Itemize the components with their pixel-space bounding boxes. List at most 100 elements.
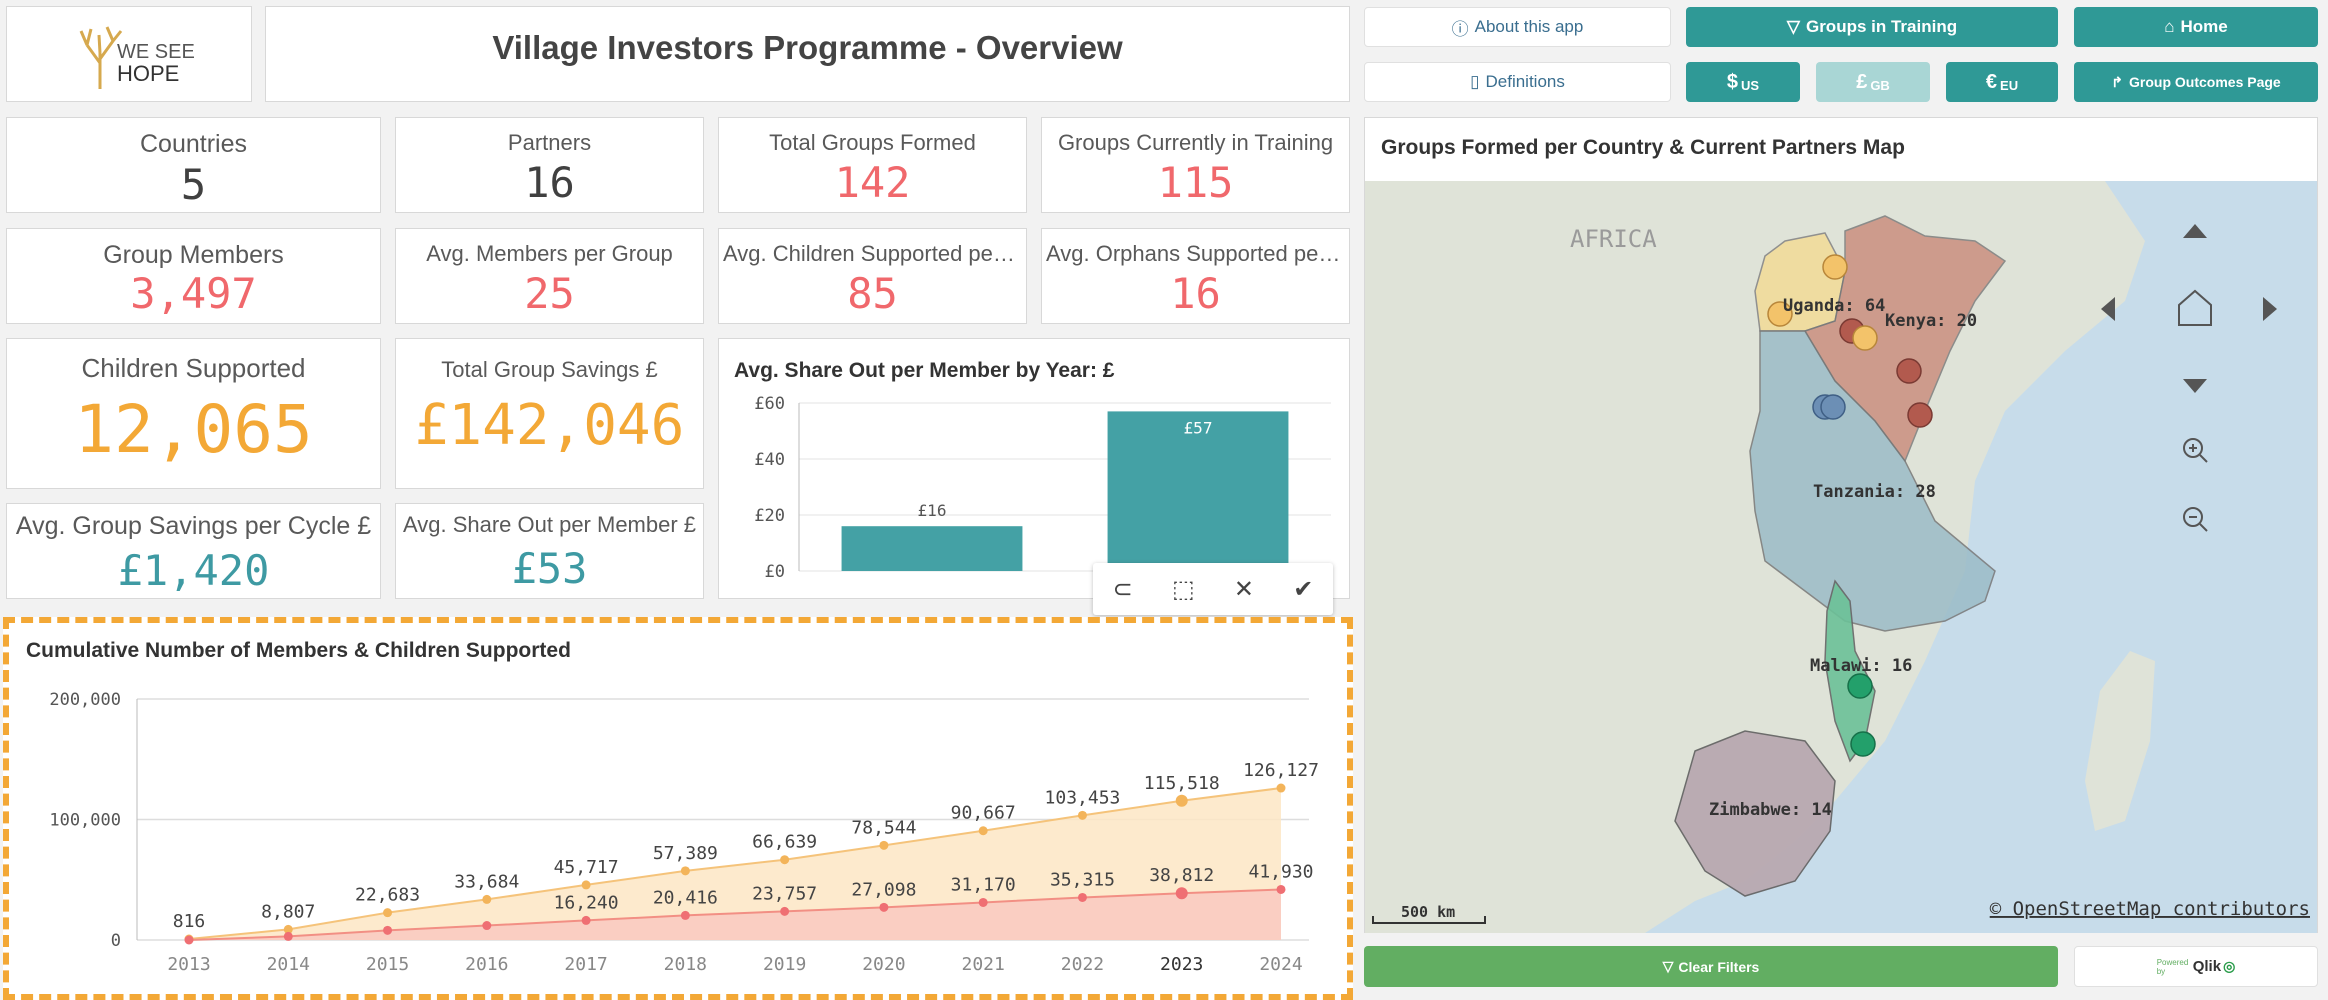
country-label-uganda: Uganda: 64 bbox=[1783, 296, 1885, 316]
about-button[interactable]: ⓘ About this app bbox=[1364, 7, 1671, 47]
share-out-chart-title: Avg. Share Out per Member by Year: £ bbox=[734, 359, 1115, 382]
y-tick-label: £0 bbox=[765, 562, 785, 582]
kpi-total-savings[interactable]: Total Group Savings £ £142,046 bbox=[395, 338, 704, 489]
data-point[interactable] bbox=[780, 855, 790, 865]
home-button[interactable]: ⌂ Home bbox=[2074, 7, 2318, 47]
data-point[interactable] bbox=[283, 931, 293, 941]
x-tick-label: 2021 bbox=[962, 954, 1005, 975]
map-marker[interactable] bbox=[1820, 394, 1846, 420]
share-out-chart[interactable]: £0 £20 £40 £60 £16 £57 bbox=[719, 389, 1349, 599]
data-label: 78,544 bbox=[851, 817, 916, 838]
data-point[interactable] bbox=[383, 925, 393, 935]
kpi-avg-members[interactable]: Avg. Members per Group 25 bbox=[395, 228, 704, 324]
data-point[interactable] bbox=[879, 902, 889, 912]
data-point[interactable] bbox=[1175, 887, 1188, 900]
zoom-out-icon[interactable] bbox=[2183, 507, 2208, 532]
select-area-icon[interactable]: ⬚ bbox=[1171, 575, 1195, 603]
kpi-avg-savings-cycle[interactable]: Avg. Group Savings per Cycle £ £1,420 bbox=[6, 503, 381, 599]
bar[interactable] bbox=[1107, 411, 1289, 571]
x-tick-label: 2019 bbox=[763, 954, 806, 975]
eur-button[interactable]: € EU bbox=[1946, 62, 2058, 102]
groups-in-training-button[interactable]: ▽ Groups in Training bbox=[1686, 7, 2058, 47]
usd-button[interactable]: $ US bbox=[1686, 62, 1800, 102]
group-outcomes-button[interactable]: ↱ Group Outcomes Page bbox=[2074, 62, 2318, 102]
data-point[interactable] bbox=[184, 935, 194, 945]
kpi-avg-share-out[interactable]: Avg. Share Out per Member £ £53 bbox=[395, 503, 704, 599]
map-marker[interactable] bbox=[1847, 673, 1873, 699]
pan-down-icon[interactable] bbox=[2183, 379, 2207, 393]
kpi-partners[interactable]: Partners 16 bbox=[395, 117, 704, 213]
clear-filters-button[interactable]: ▽ Clear Filters bbox=[1364, 946, 2058, 987]
definitions-button[interactable]: ▯ Definitions bbox=[1364, 62, 1671, 102]
map-marker[interactable] bbox=[1850, 731, 1876, 757]
map-marker[interactable] bbox=[1767, 301, 1793, 327]
clear-filters-label: Clear Filters bbox=[1678, 958, 1760, 975]
country-zimbabwe[interactable] bbox=[1674, 730, 1836, 897]
country-label-malawi: Malawi: 16 bbox=[1810, 656, 1912, 676]
data-point[interactable] bbox=[1276, 783, 1286, 793]
eur-sub: EU bbox=[2000, 77, 2019, 93]
map-marker[interactable] bbox=[1822, 254, 1848, 280]
data-point[interactable] bbox=[680, 866, 690, 876]
data-point[interactable] bbox=[879, 840, 889, 850]
title-card: Village Investors Programme - Overview bbox=[265, 6, 1350, 102]
map-card[interactable]: Groups Formed per Country & Current Part… bbox=[1364, 117, 2318, 933]
qlik-q-icon: ◎ bbox=[2223, 958, 2236, 974]
kpi-value: 142 bbox=[834, 158, 911, 207]
map-marker[interactable] bbox=[1852, 325, 1878, 351]
series-line bbox=[188, 888, 1282, 941]
kpi-avg-children[interactable]: Avg. Children Supported per G... 85 bbox=[718, 228, 1027, 324]
kpi-groups-training[interactable]: Groups Currently in Training 115 bbox=[1041, 117, 1350, 213]
kpi-value: 5 bbox=[180, 160, 207, 209]
x-tick-label: 2018 bbox=[664, 954, 707, 975]
lasso-icon[interactable]: ⊂ bbox=[1112, 575, 1133, 603]
kpi-children-supported[interactable]: Children Supported 12,065 bbox=[6, 338, 381, 489]
gbp-button[interactable]: £ GB bbox=[1816, 62, 1930, 102]
cumulative-chart[interactable]: 0 100,000 200,000 816 8,807 22,683 33,684 45,71… bbox=[9, 663, 1345, 998]
data-point[interactable] bbox=[1276, 884, 1286, 894]
kpi-countries[interactable]: Countries 5 bbox=[6, 117, 381, 213]
data-label: 41,930 bbox=[1248, 861, 1313, 882]
data-point[interactable] bbox=[581, 915, 591, 925]
map-attribution[interactable]: © OpenStreetMap contributors bbox=[1990, 898, 2310, 920]
kpi-avg-orphans[interactable]: Avg. Orphans Supported per ... 16 bbox=[1041, 228, 1350, 324]
data-point[interactable] bbox=[581, 880, 591, 890]
data-point[interactable] bbox=[978, 826, 988, 836]
pan-left-icon[interactable] bbox=[2101, 297, 2115, 321]
pan-right-icon[interactable] bbox=[2263, 297, 2277, 321]
cumulative-chart-card[interactable]: Cumulative Number of Members & Children … bbox=[3, 617, 1353, 1000]
kpi-label: Group Members bbox=[103, 241, 284, 269]
data-point[interactable] bbox=[780, 906, 790, 916]
data-point[interactable] bbox=[482, 894, 492, 904]
share-out-chart-card[interactable]: Avg. Share Out per Member by Year: £ £0 £… bbox=[718, 338, 1350, 615]
map-canvas[interactable]: AFRICA Uganda: 64 Kenya: 20 Tanzania: 28… bbox=[1365, 181, 2317, 933]
bar[interactable] bbox=[841, 526, 1023, 571]
zoom-in-icon[interactable] bbox=[2183, 438, 2208, 463]
data-point[interactable] bbox=[1077, 892, 1087, 902]
country-label-tanzania: Tanzania: 28 bbox=[1813, 482, 1936, 502]
kpi-label: Avg. Group Savings per Cycle £ bbox=[15, 512, 372, 540]
data-point[interactable] bbox=[482, 921, 492, 931]
kpi-group-members[interactable]: Group Members 3,497 bbox=[6, 228, 381, 324]
data-point[interactable] bbox=[1175, 794, 1188, 807]
pan-up-icon[interactable] bbox=[2183, 224, 2207, 238]
data-label: 38,812 bbox=[1149, 865, 1214, 886]
qlik-badge[interactable]: Powered by Qlik ◎ bbox=[2074, 946, 2318, 987]
data-point[interactable] bbox=[1077, 810, 1087, 820]
data-label: 66,639 bbox=[752, 832, 817, 853]
kpi-label: Groups Currently in Training bbox=[1057, 130, 1334, 155]
map-marker[interactable] bbox=[1896, 358, 1922, 384]
kpi-label: Countries bbox=[140, 130, 247, 158]
data-point[interactable] bbox=[680, 910, 690, 920]
data-point[interactable] bbox=[383, 908, 393, 918]
cancel-selection-icon[interactable]: ✕ bbox=[1233, 575, 1254, 603]
data-label: 23,757 bbox=[752, 883, 817, 904]
data-point[interactable] bbox=[978, 897, 988, 907]
confirm-selection-icon[interactable]: ✔ bbox=[1293, 575, 1314, 603]
home-view-icon[interactable] bbox=[2178, 289, 2212, 326]
data-point[interactable] bbox=[283, 924, 293, 934]
about-label: About this app bbox=[1474, 17, 1584, 36]
map-marker[interactable] bbox=[1907, 402, 1933, 428]
kpi-groups-formed[interactable]: Total Groups Formed 142 bbox=[718, 117, 1027, 213]
country-tanzania[interactable] bbox=[1749, 330, 1996, 632]
